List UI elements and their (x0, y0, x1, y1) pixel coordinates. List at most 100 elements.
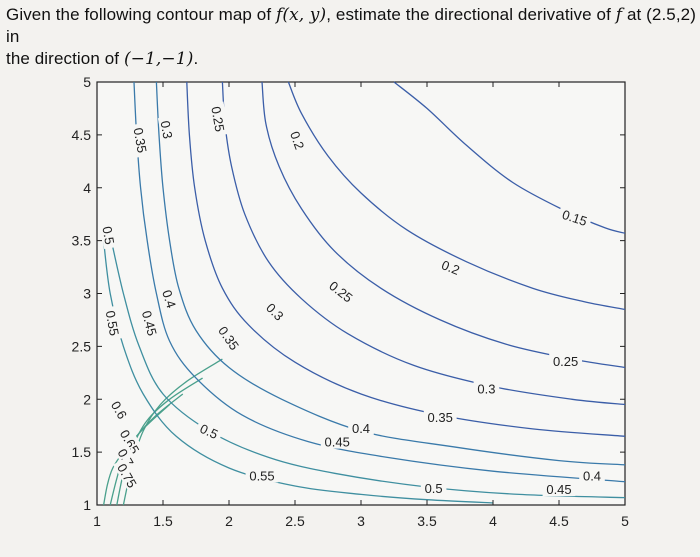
contour-label-text: 0.3 (477, 382, 495, 397)
contour-label-text: 0.35 (131, 127, 150, 155)
contour-label-background (157, 115, 178, 144)
contour-label-background (158, 284, 182, 314)
x-tick-label: 2 (225, 513, 233, 529)
contour-label: 0.5 (194, 418, 225, 443)
direction-vector: (−1,−1) (123, 49, 194, 69)
contour-line-0-45 (133, 81, 626, 483)
question-text-segment: the direction of (6, 49, 124, 68)
x-tick-label: 1 (93, 513, 101, 529)
question-text-segment: , estimate the directional derivative of (326, 5, 616, 24)
contour-line-0-35 (186, 81, 626, 437)
contour-label: 0.2 (286, 125, 310, 155)
contour-label: 0.55 (103, 305, 124, 341)
contour-label: 0.3 (157, 115, 178, 144)
contour-labels: 0.250.20.30.350.50.40.450.550.250.20.150… (99, 101, 605, 497)
contour-line-0-15 (393, 81, 626, 234)
y-tick-label: 5 (83, 74, 91, 90)
contour-label: 0.2 (436, 254, 466, 279)
contour-label-background (542, 481, 576, 497)
contour-label: 0.5 (99, 221, 120, 250)
contour-label: 0.75 (113, 457, 143, 494)
contour-label-background (436, 254, 466, 279)
contour-label-background (348, 419, 374, 435)
x-tick-label: 4.5 (549, 513, 569, 529)
contour-label-text: 0.45 (325, 435, 350, 450)
contour-label-background (194, 418, 225, 443)
x-axis: 1 1.5 2 2.5 3 3.5 4 4.5 5 (93, 82, 629, 529)
contour-label-text: 0.25 (208, 105, 227, 133)
x-tick-label: 4 (489, 513, 497, 529)
function-notation: f(x, y) (275, 5, 327, 25)
contour-label-background (473, 380, 500, 396)
contour-label-background (245, 467, 279, 483)
contour-label-background (208, 101, 230, 137)
contour-label-background (261, 296, 290, 326)
contour-label: 0.4 (158, 284, 182, 314)
contour-label-text: 0.55 (103, 309, 122, 337)
contour-line-0-3 (221, 81, 626, 406)
contour-label: 0.45 (138, 305, 162, 341)
contour-label-text: 0.35 (428, 410, 453, 425)
contour-label: 0.35 (130, 122, 152, 158)
contour-label-text: 0.5 (425, 481, 443, 496)
contour-label-text: 0.45 (546, 482, 571, 497)
contour-label: 0.35 (423, 409, 457, 425)
contour-label-text: 0.55 (249, 468, 274, 483)
contour-label-background (320, 433, 354, 449)
contour-label: 0.5 (420, 480, 447, 496)
contour-label-background (423, 409, 457, 425)
contour-label-background (323, 274, 360, 308)
contour-label-text: 0.3 (158, 119, 176, 139)
contour-label: 0.45 (320, 433, 354, 450)
question-text-segment: Given the following contour map of (6, 5, 276, 24)
question-text: Given the following contour map of f(x, … (6, 4, 696, 70)
y-tick-label: 4 (83, 180, 91, 196)
x-tick-label: 1.5 (153, 513, 173, 529)
contour-label: 0.4 (348, 419, 374, 436)
contour-label-background (286, 125, 310, 155)
contour-label: 0.15 (557, 204, 593, 230)
contour-label-background (106, 394, 133, 425)
contour-label: 0.4 (579, 467, 605, 483)
x-tick-label: 2.5 (285, 513, 305, 529)
contour-label-background (130, 122, 152, 158)
contour-label-background (213, 319, 245, 356)
contour-label: 0.3 (473, 380, 500, 397)
question-text-segment: at (2.5,2) in (6, 5, 696, 46)
function-symbol: f (615, 5, 623, 25)
contour-label-background (138, 305, 162, 341)
question-line-1: Given the following contour map of f(x, … (6, 4, 696, 48)
contour-label-text: 0.45 (139, 309, 160, 337)
contour-label-background (99, 221, 120, 250)
y-tick-label: 2.5 (72, 338, 92, 354)
contour-label-background (420, 480, 447, 496)
contour-lines (102, 81, 626, 506)
x-tick-label: 5 (621, 513, 629, 529)
contour-label-text: 0.4 (159, 288, 179, 310)
y-tick-label: 2 (83, 391, 91, 407)
contour-label: 0.25 (208, 101, 230, 137)
contour-line-0-4 (155, 81, 626, 466)
contour-label-text: 0.25 (553, 354, 578, 369)
y-tick-label: 3.5 (72, 233, 92, 249)
contour-label: 0.25 (549, 353, 582, 369)
contour-line-0-2 (287, 81, 626, 311)
question-text-segment: . (193, 49, 199, 68)
x-tick-label: 3 (357, 513, 365, 529)
contour-label-background (103, 305, 124, 341)
y-axis: 1 1.5 2 2.5 3 3.5 4 4.5 5 (72, 74, 625, 513)
contour-label-background (113, 457, 143, 494)
contour-label-text: 0.5 (99, 225, 117, 245)
contour-label-text: 0.2 (287, 129, 307, 151)
contour-label-background (115, 423, 146, 460)
contour-label-background (557, 204, 593, 230)
y-tick-label: 1 (83, 497, 91, 513)
contour-label-background (549, 353, 582, 369)
contour-label-background (579, 467, 605, 483)
contour-label-text: 0.15 (560, 207, 589, 229)
question-line-2: the direction of (−1,−1). (6, 48, 696, 70)
y-tick-label: 3 (83, 286, 91, 302)
contour-line-0-25 (261, 81, 626, 369)
contour-label: 0.55 (245, 467, 279, 483)
